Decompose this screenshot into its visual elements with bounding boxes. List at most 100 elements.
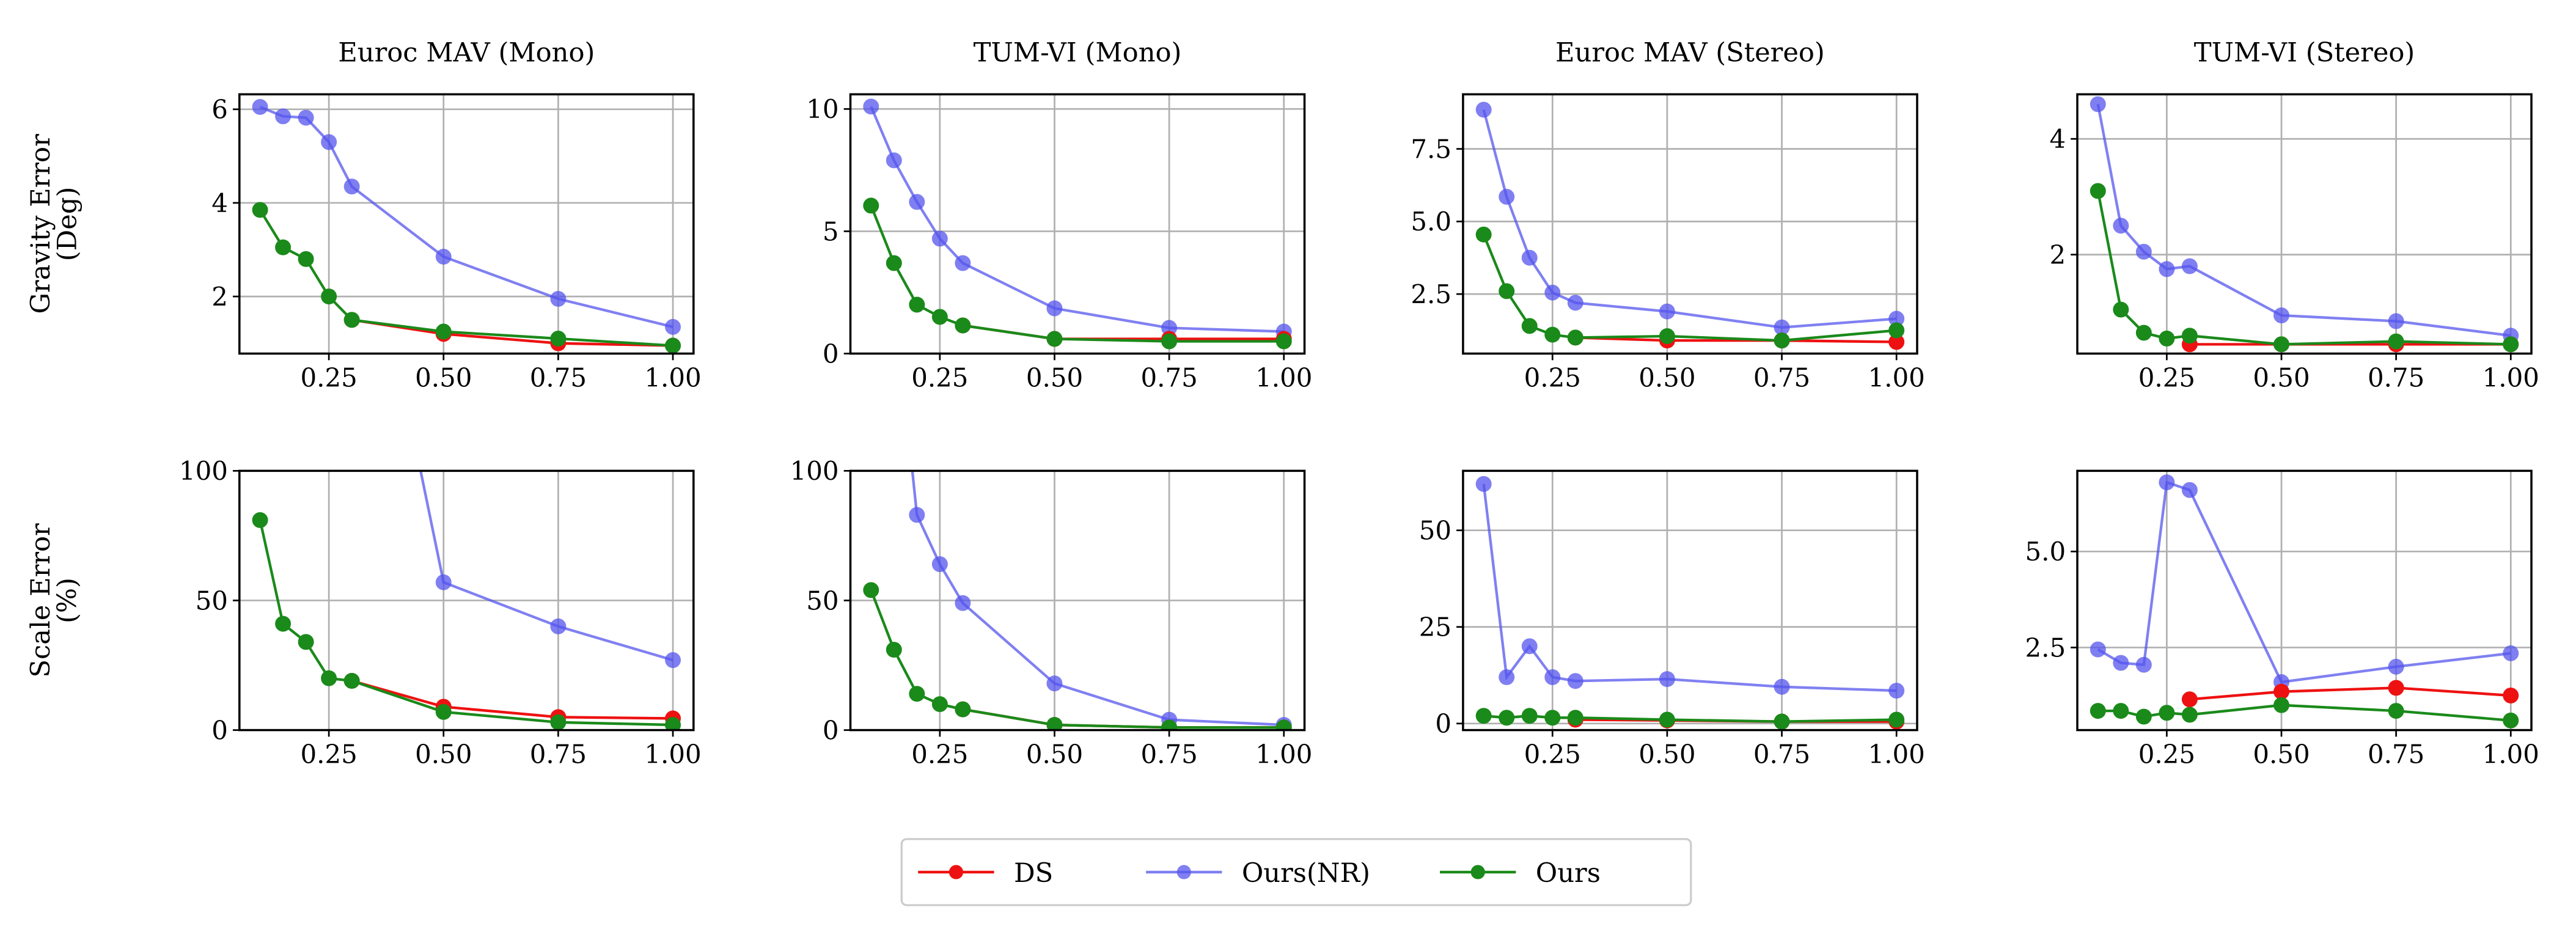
data-point	[909, 507, 925, 523]
data-point	[665, 717, 681, 730]
data-point	[2181, 328, 2198, 344]
y-tick-label: 0	[1435, 709, 1451, 739]
series-line	[1482, 483, 1897, 692]
data-point	[2090, 183, 2106, 199]
data-point	[252, 512, 268, 528]
x-tick-label: 1.00	[1255, 363, 1312, 393]
x-tick-label: 1.00	[1255, 740, 1312, 769]
data-point	[2135, 656, 2152, 673]
series-line	[259, 520, 673, 727]
series-line	[1575, 336, 1897, 343]
x-tick-label: 0.25	[1524, 363, 1581, 393]
plot-area	[1475, 476, 1905, 730]
x-tick-label: 0.75	[530, 363, 587, 393]
legend-marker	[1470, 865, 1485, 879]
axes-frame	[849, 93, 1306, 355]
data-point	[2181, 482, 2198, 498]
data-point	[1275, 719, 1292, 730]
y-tick-label: 6	[211, 95, 228, 125]
data-point	[2090, 96, 2106, 112]
data-point	[275, 108, 292, 125]
data-point	[1567, 295, 1583, 311]
data-point	[1046, 675, 1063, 692]
data-point	[1046, 300, 1063, 317]
x-tick-label: 0.75	[1753, 740, 1810, 769]
data-point	[275, 615, 292, 632]
data-point	[1046, 331, 1063, 347]
data-point	[2113, 218, 2129, 234]
data-point	[345, 130, 359, 144]
series-line	[911, 471, 1284, 727]
data-point	[1475, 101, 1492, 118]
data-point	[1521, 638, 1538, 655]
y-tick-label: 50	[1419, 516, 1451, 546]
axes-frame	[2076, 93, 2533, 355]
data-point	[2503, 712, 2519, 729]
data-point	[2503, 336, 2519, 353]
data-point	[931, 230, 948, 247]
y-tick-label: 0	[823, 715, 839, 745]
y-tick-label: 5.0	[1411, 207, 1451, 237]
data-point	[1567, 673, 1583, 689]
series-line	[419, 471, 673, 662]
x-tick-label: 0.25	[2138, 363, 2195, 393]
data-point	[1499, 283, 1515, 299]
y-tick-label: 10	[806, 94, 838, 124]
x-tick-label: 0.75	[530, 740, 587, 769]
data-point	[955, 595, 971, 611]
data-point	[1888, 711, 1905, 728]
data-point	[1774, 319, 1790, 336]
data-point	[1659, 711, 1675, 728]
series-line	[259, 209, 673, 347]
data-point	[1475, 476, 1492, 492]
y-axis-label: (%)	[52, 578, 83, 623]
data-point	[2181, 691, 2198, 708]
y-tick-label: 50	[196, 586, 228, 615]
data-point	[864, 75, 878, 89]
data-point	[321, 670, 337, 686]
data-point	[1544, 326, 1561, 343]
axes-frame	[238, 469, 695, 732]
axes-frame	[2076, 469, 2533, 732]
subplot-title: Euroc MAV (Stereo)	[1555, 37, 1825, 68]
data-point	[1659, 671, 1675, 688]
x-tick-label: 0.75	[2368, 740, 2424, 769]
data-point	[909, 296, 925, 313]
x-tick-label: 0.25	[301, 363, 358, 393]
data-point	[1774, 713, 1790, 730]
data-point	[321, 288, 337, 305]
data-point	[2090, 641, 2106, 658]
data-point	[1888, 322, 1905, 339]
series-line	[870, 106, 1284, 333]
data-point	[1275, 333, 1292, 350]
data-point	[1499, 710, 1515, 726]
plot-area	[1475, 101, 1905, 350]
data-point	[2388, 703, 2404, 719]
data-point	[1544, 284, 1561, 301]
data-point	[955, 317, 971, 334]
data-point	[1521, 249, 1538, 266]
plot-area	[252, 130, 681, 730]
y-tick-label: 2	[2049, 240, 2066, 270]
data-point	[665, 318, 681, 335]
y-tick-label: 100	[790, 456, 839, 486]
x-tick-label: 0.25	[911, 740, 968, 769]
y-axis-label: Scale Error	[26, 523, 56, 678]
data-point	[1475, 708, 1492, 724]
x-tick-label: 1.00	[1868, 363, 1925, 393]
data-point	[252, 99, 268, 115]
data-point	[550, 714, 567, 730]
data-point	[343, 312, 360, 328]
x-tick-label: 0.50	[1026, 363, 1083, 393]
x-tick-label: 0.50	[1638, 740, 1695, 769]
x-tick-label: 0.50	[1638, 363, 1695, 393]
data-point	[931, 696, 948, 713]
x-tick-label: 0.50	[415, 363, 472, 393]
subplot-title: TUM-VI (Stereo)	[2194, 37, 2415, 68]
data-point	[909, 686, 925, 702]
y-tick-label: 50	[806, 586, 838, 615]
data-point	[321, 134, 337, 150]
data-point	[665, 337, 681, 354]
